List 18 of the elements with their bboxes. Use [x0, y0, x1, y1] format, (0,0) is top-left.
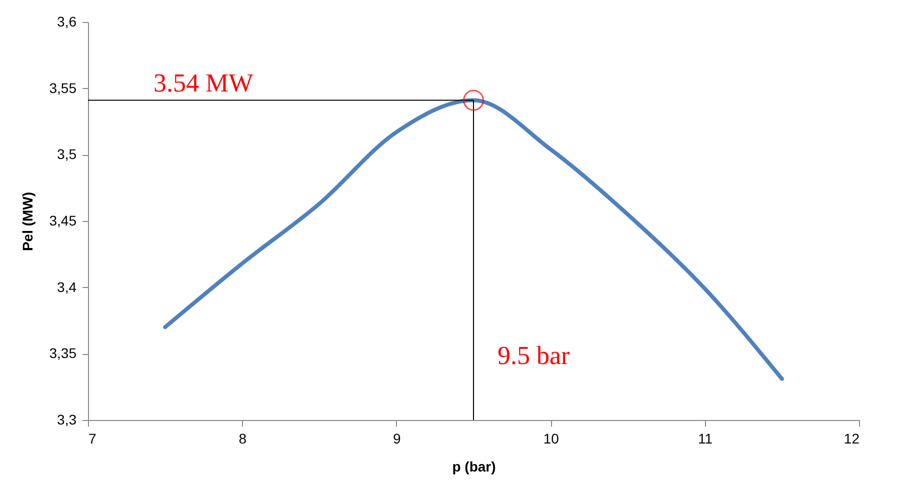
y-tick-label: 3,5	[57, 146, 77, 162]
ref-line-label: 9.5 bar	[498, 341, 570, 370]
ref-line-label: 3.54 MW	[154, 68, 254, 98]
x-tick-label: 8	[238, 430, 247, 446]
y-tick-label: 3,4	[57, 278, 77, 295]
y-tick-label: 3,45	[49, 212, 77, 228]
y-tick-label: 3,55	[49, 80, 77, 96]
x-axis-title: p (bar)	[452, 458, 496, 474]
x-tick-label: 9	[393, 430, 401, 446]
x-tick-label: 10	[543, 430, 560, 446]
y-tick-label: 3,35	[49, 345, 77, 362]
x-tick-label: 12	[844, 430, 860, 446]
x-tick-label: 11	[698, 430, 713, 446]
y-axis-title: Pel (MW)	[19, 192, 36, 252]
line-series	[163, 98, 784, 381]
y-tick-label: 3,3	[57, 412, 77, 428]
x-tick-label: 7	[88, 430, 96, 446]
y-tick-label: 3,6	[57, 14, 77, 30]
